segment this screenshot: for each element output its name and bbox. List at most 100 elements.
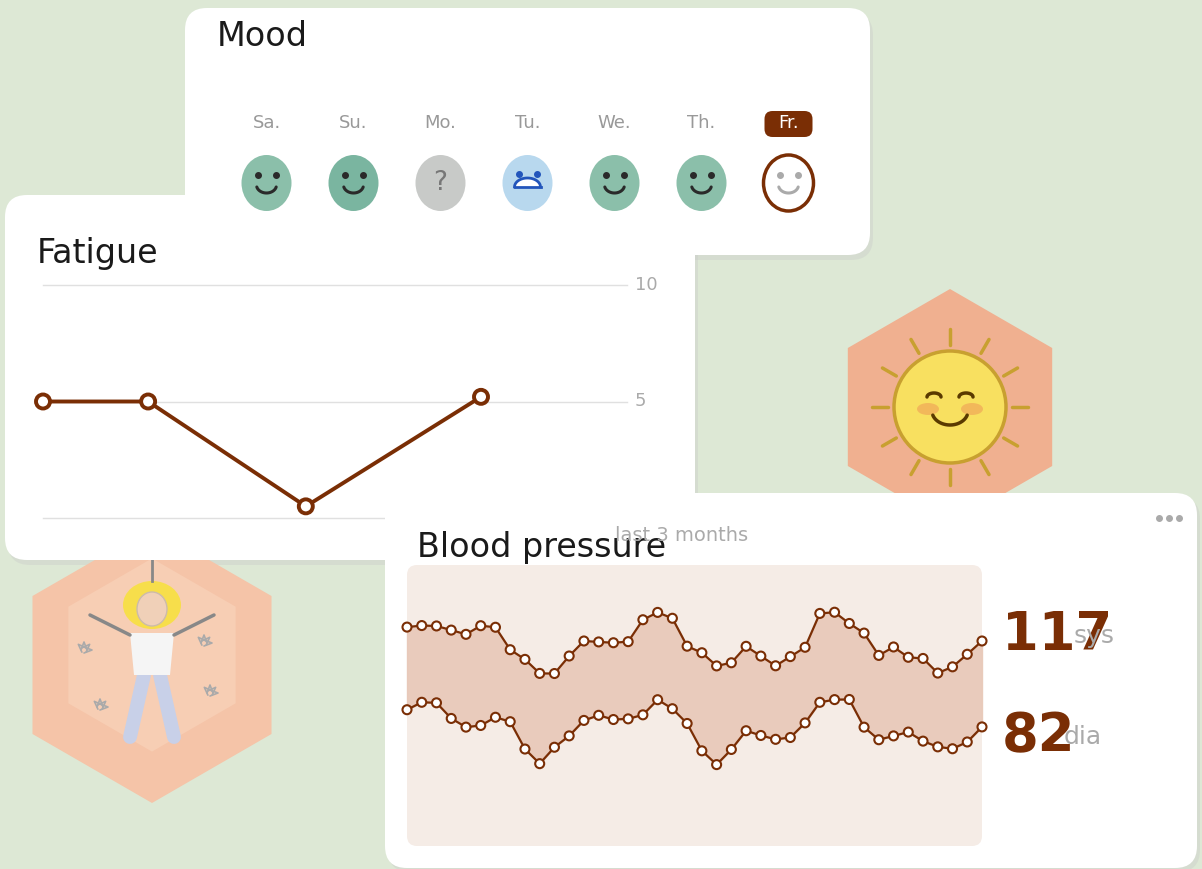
Circle shape [609, 638, 618, 647]
Circle shape [894, 351, 1006, 463]
Circle shape [845, 695, 853, 704]
Circle shape [565, 732, 573, 740]
Circle shape [520, 745, 529, 753]
Circle shape [815, 698, 825, 706]
Ellipse shape [123, 581, 182, 629]
Text: 117: 117 [1002, 609, 1112, 661]
Circle shape [638, 710, 648, 720]
Ellipse shape [763, 155, 814, 211]
Circle shape [609, 715, 618, 724]
Circle shape [403, 622, 411, 632]
Circle shape [727, 658, 736, 667]
FancyBboxPatch shape [388, 497, 1200, 869]
Circle shape [551, 743, 559, 752]
Text: sys: sys [1075, 623, 1115, 647]
Circle shape [579, 716, 589, 725]
Circle shape [712, 661, 721, 670]
Circle shape [889, 642, 898, 652]
Circle shape [742, 642, 750, 651]
Circle shape [403, 706, 411, 714]
Polygon shape [130, 633, 174, 675]
Text: Th.: Th. [688, 114, 715, 132]
Circle shape [874, 735, 883, 744]
Ellipse shape [962, 403, 983, 415]
Ellipse shape [328, 155, 379, 211]
Circle shape [141, 395, 155, 408]
Circle shape [742, 726, 750, 735]
Circle shape [683, 719, 691, 728]
Circle shape [756, 731, 766, 740]
Circle shape [624, 637, 632, 647]
Circle shape [520, 655, 529, 664]
Circle shape [432, 621, 441, 630]
Circle shape [801, 719, 810, 727]
Circle shape [831, 695, 839, 704]
Circle shape [594, 638, 603, 647]
Text: Blood pressure: Blood pressure [417, 531, 666, 564]
Circle shape [476, 621, 486, 630]
Text: 5: 5 [635, 393, 647, 410]
Circle shape [977, 722, 987, 732]
Circle shape [786, 652, 795, 661]
Circle shape [653, 695, 662, 704]
Ellipse shape [242, 155, 292, 211]
Text: Mood: Mood [218, 20, 308, 53]
Circle shape [948, 744, 957, 753]
FancyBboxPatch shape [188, 13, 873, 260]
Ellipse shape [502, 155, 553, 211]
Circle shape [506, 717, 514, 726]
Circle shape [727, 745, 736, 754]
Text: Su.: Su. [339, 114, 368, 132]
Circle shape [535, 669, 545, 678]
Circle shape [963, 738, 971, 746]
Text: last 3 months: last 3 months [615, 526, 748, 545]
FancyBboxPatch shape [407, 565, 982, 846]
Circle shape [933, 668, 942, 678]
FancyBboxPatch shape [5, 195, 695, 560]
Circle shape [432, 699, 441, 707]
Ellipse shape [416, 155, 465, 211]
Circle shape [889, 732, 898, 740]
FancyBboxPatch shape [385, 493, 1197, 868]
Polygon shape [847, 289, 1052, 525]
Text: 82: 82 [1002, 711, 1076, 763]
Circle shape [417, 621, 427, 630]
Circle shape [476, 721, 486, 730]
Circle shape [815, 609, 825, 618]
Text: dia: dia [1064, 725, 1102, 749]
Text: 0: 0 [635, 509, 647, 527]
Circle shape [904, 653, 912, 662]
FancyBboxPatch shape [185, 8, 870, 255]
Text: 10: 10 [635, 276, 657, 294]
Circle shape [756, 652, 766, 660]
Ellipse shape [677, 155, 726, 211]
Circle shape [801, 643, 810, 652]
Text: Mo.: Mo. [424, 114, 457, 132]
Circle shape [624, 714, 632, 723]
Text: ?: ? [434, 170, 447, 196]
Ellipse shape [589, 155, 639, 211]
Circle shape [977, 636, 987, 646]
Circle shape [474, 390, 488, 404]
Circle shape [845, 619, 853, 628]
Circle shape [594, 711, 603, 720]
Circle shape [918, 737, 928, 746]
Text: We.: We. [597, 114, 631, 132]
Circle shape [772, 735, 780, 744]
Circle shape [697, 648, 707, 657]
Ellipse shape [137, 592, 167, 626]
Circle shape [918, 654, 928, 663]
Circle shape [653, 608, 662, 617]
Circle shape [490, 713, 500, 722]
Circle shape [490, 623, 500, 632]
Circle shape [36, 395, 50, 408]
Text: Fatigue: Fatigue [37, 237, 159, 270]
Circle shape [668, 704, 677, 713]
Circle shape [683, 641, 691, 651]
Circle shape [712, 760, 721, 769]
Text: Fr.: Fr. [778, 114, 799, 132]
Ellipse shape [917, 403, 939, 415]
Text: Sa.: Sa. [252, 114, 280, 132]
Text: Tu.: Tu. [514, 114, 540, 132]
Circle shape [668, 614, 677, 623]
